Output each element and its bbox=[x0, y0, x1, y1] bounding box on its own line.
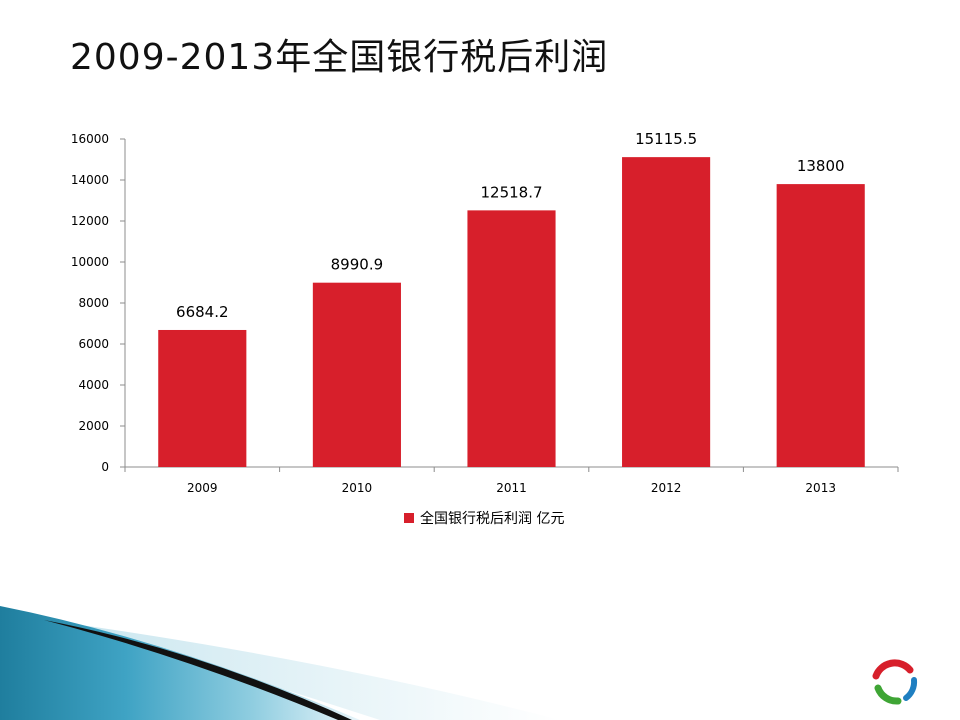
bar bbox=[622, 157, 711, 467]
data-label: 8990.9 bbox=[331, 256, 384, 274]
logo-red-arc bbox=[872, 659, 914, 680]
data-label: 12518.7 bbox=[480, 183, 542, 201]
logo-blue-arc bbox=[903, 677, 918, 701]
x-tick-label: 2009 bbox=[187, 481, 218, 495]
y-axis: 0 2000 4000 6000 8000 10000 12000 14000 16000 bbox=[71, 132, 126, 474]
y-tick-label: 6000 bbox=[78, 337, 109, 351]
y-tick-label: 10000 bbox=[71, 255, 109, 269]
y-tick-label: 8000 bbox=[78, 296, 109, 310]
y-tick-label: 4000 bbox=[78, 378, 109, 392]
swoosh-light-band bbox=[60, 622, 560, 720]
logo-ring-icon bbox=[872, 659, 918, 705]
data-label: 15115.5 bbox=[635, 130, 697, 148]
bar bbox=[158, 329, 247, 467]
logo-green-arc bbox=[874, 684, 902, 705]
data-label: 6684.2 bbox=[176, 303, 229, 321]
swoosh-dark-stroke bbox=[44, 620, 352, 720]
bar bbox=[312, 282, 401, 467]
legend-label: 全国银行税后利润 亿元 bbox=[420, 511, 565, 527]
y-tick-label: 0 bbox=[101, 460, 109, 474]
y-tick-label: 14000 bbox=[71, 173, 109, 187]
bar bbox=[467, 210, 556, 468]
x-tick-label: 2012 bbox=[651, 481, 682, 495]
y-tick-label: 16000 bbox=[71, 132, 109, 146]
legend: 全国银行税后利润 亿元 bbox=[404, 508, 564, 528]
data-label: 13800 bbox=[797, 157, 845, 175]
bars bbox=[158, 157, 865, 468]
data-labels: 6684.2 8990.9 12518.7 15115.5 13800 bbox=[176, 130, 845, 321]
x-tick-label: 2013 bbox=[805, 481, 836, 495]
bar bbox=[776, 184, 865, 467]
legend-swatch bbox=[404, 513, 414, 523]
slide-title: 2009-2013年全国银行税后利润 bbox=[70, 37, 609, 78]
bar-chart: 0 2000 4000 6000 8000 10000 12000 14000 16000 20… bbox=[71, 130, 899, 495]
x-tick-label: 2011 bbox=[496, 481, 527, 495]
x-tick-label: 2010 bbox=[342, 481, 373, 495]
y-tick-label: 12000 bbox=[71, 214, 109, 228]
y-tick-label: 2000 bbox=[78, 419, 109, 433]
